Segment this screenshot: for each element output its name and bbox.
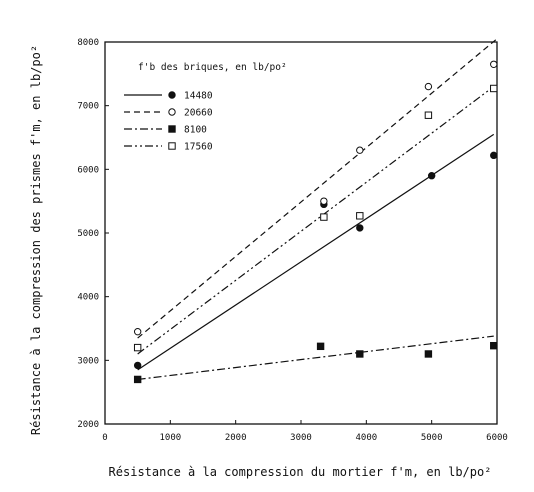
fit-line-20660 [137,38,498,339]
point-8100-4 [490,341,498,350]
x-axis-ticks: 0 1000 2000 3000 4000 5000 6000 [102,420,508,443]
legend: f'b des briques, en lb/po² 14480 20660 810… [124,62,287,153]
point-17560-0 [133,343,142,352]
point-8100-2 [356,350,364,358]
point-8100-1 [316,342,325,351]
y-axis-ticks: 2000 3000 4000 5000 6000 7000 8000 [77,38,109,430]
legend-marker-8100-0 [168,125,176,133]
x-tick-label: 1000 [159,433,181,443]
y-tick-label: 8000 [77,38,99,48]
y-tick-label: 6000 [77,165,99,175]
point-17560-4 [490,84,498,93]
y-axis-title: Résistance à la compression des prismes … [29,45,43,435]
data-markers [133,60,498,384]
y-tick-label: 7000 [77,102,99,112]
point-20660-3 [424,82,433,91]
point-17560-3 [424,111,433,119]
legend-title: f'b des briques, en lb/po² [138,62,287,73]
x-axis-title: Résistance à la compression du mortier f… [109,465,492,479]
y-tick-label: 3000 [77,356,99,366]
point-20660-1 [320,197,328,205]
legend-marker-17560-0 [168,142,176,150]
point-17560-1 [320,213,328,221]
point-14480-4 [490,151,498,160]
legend-marker-14480-0 [168,91,176,99]
legend-label-14480: 14480 [184,91,213,102]
point-14480-2 [356,224,364,232]
legend-label-20660: 20660 [184,108,213,119]
y-tick-label: 5000 [77,229,99,239]
fit-line-17560 [137,86,495,355]
point-20660-2 [356,146,364,154]
point-14480-3 [427,172,436,180]
point-20660-4 [490,60,498,68]
y-tick-label: 4000 [77,293,99,303]
x-tick-label: 5000 [421,433,443,443]
point-17560-2 [356,212,364,220]
x-tick-label: 2000 [225,433,247,443]
legend-label-8100: 8100 [184,125,207,136]
legend-label-17560: 17560 [184,142,213,153]
x-tick-label: 6000 [486,433,508,443]
x-tick-label: 4000 [355,433,377,443]
fit-line-14480 [137,133,495,371]
point-20660-0 [133,327,142,336]
point-14480-0 [133,361,142,370]
fit-line-8100 [137,335,494,381]
x-tick-label: 0 [102,433,107,443]
point-8100-3 [424,350,433,358]
plot-frame [104,41,498,425]
legend-marker-20660-0 [168,108,176,116]
point-8100-0 [133,375,142,384]
y-tick-label: 2000 [77,420,99,430]
x-tick-label: 3000 [290,433,312,443]
